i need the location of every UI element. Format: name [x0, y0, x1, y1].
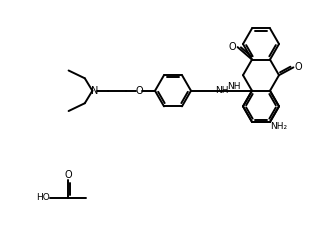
Text: O: O	[295, 62, 302, 72]
Text: NH: NH	[215, 86, 228, 95]
Text: O: O	[135, 86, 143, 96]
Text: HO: HO	[36, 194, 50, 202]
Text: O: O	[229, 42, 236, 52]
Text: N: N	[91, 86, 98, 96]
Text: NH: NH	[227, 82, 241, 91]
Text: NH₂: NH₂	[270, 122, 288, 131]
Text: O: O	[64, 170, 72, 180]
